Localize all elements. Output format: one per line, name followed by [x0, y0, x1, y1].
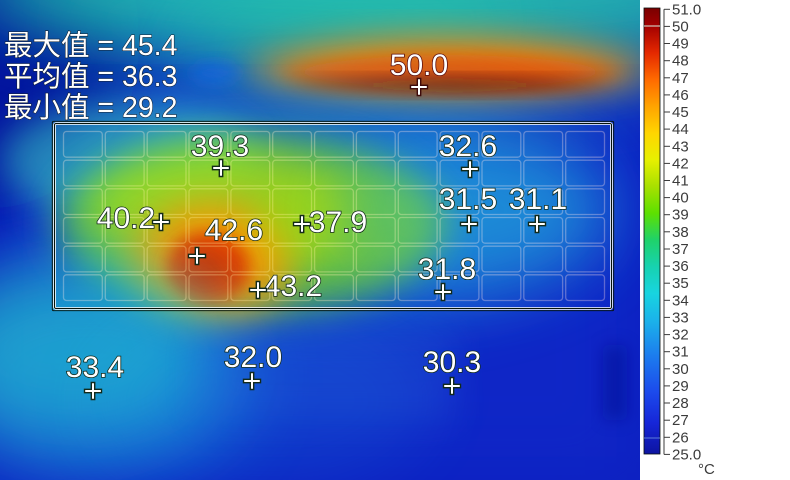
- svg-text:50: 50: [672, 18, 689, 35]
- svg-text:48: 48: [672, 53, 689, 70]
- svg-text:43: 43: [672, 138, 689, 155]
- svg-text:43.2: 43.2: [264, 270, 322, 303]
- svg-text:32: 32: [672, 327, 689, 344]
- svg-text:33.4: 33.4: [66, 351, 124, 384]
- svg-text:31.1: 31.1: [509, 183, 567, 216]
- svg-text:37.9: 37.9: [309, 206, 367, 239]
- svg-text:47: 47: [672, 70, 689, 87]
- svg-text:31.8: 31.8: [418, 253, 476, 286]
- svg-text:30: 30: [672, 361, 689, 378]
- svg-text:平均值 = 36.3: 平均值 = 36.3: [4, 61, 177, 93]
- svg-text:最小值 = 29.2: 最小值 = 29.2: [4, 92, 177, 124]
- svg-text:41: 41: [672, 173, 689, 190]
- svg-text:27: 27: [672, 412, 689, 429]
- svg-text:50.0: 50.0: [390, 49, 448, 82]
- svg-text:最大值 = 45.4: 最大值 = 45.4: [4, 30, 178, 62]
- svg-text:46: 46: [672, 87, 689, 104]
- svg-text:36: 36: [672, 258, 689, 275]
- svg-text:28: 28: [672, 395, 689, 412]
- svg-text:42: 42: [672, 155, 689, 172]
- svg-text:37: 37: [672, 241, 689, 258]
- svg-text:32.6: 32.6: [439, 130, 497, 163]
- svg-text:40.2: 40.2: [97, 202, 155, 235]
- svg-text:51.0: 51.0: [672, 1, 701, 18]
- svg-text:30.3: 30.3: [423, 346, 481, 379]
- svg-text:45: 45: [672, 104, 689, 121]
- svg-text:29: 29: [672, 378, 689, 395]
- svg-text:33: 33: [672, 309, 689, 326]
- svg-text:25.0: 25.0: [672, 446, 701, 463]
- svg-text:31.5: 31.5: [439, 183, 497, 216]
- svg-text:34: 34: [672, 292, 689, 309]
- svg-text:42.6: 42.6: [205, 214, 263, 247]
- svg-text:39: 39: [672, 207, 689, 224]
- svg-text:44: 44: [672, 121, 689, 138]
- svg-text:26: 26: [672, 429, 689, 446]
- svg-text:35: 35: [672, 275, 689, 292]
- svg-text:38: 38: [672, 224, 689, 241]
- svg-text:32.0: 32.0: [224, 341, 282, 374]
- svg-text:°C: °C: [698, 461, 715, 478]
- svg-text:39.3: 39.3: [191, 130, 249, 163]
- svg-text:49: 49: [672, 36, 689, 53]
- svg-text:31: 31: [672, 344, 689, 361]
- svg-text:40: 40: [672, 190, 689, 207]
